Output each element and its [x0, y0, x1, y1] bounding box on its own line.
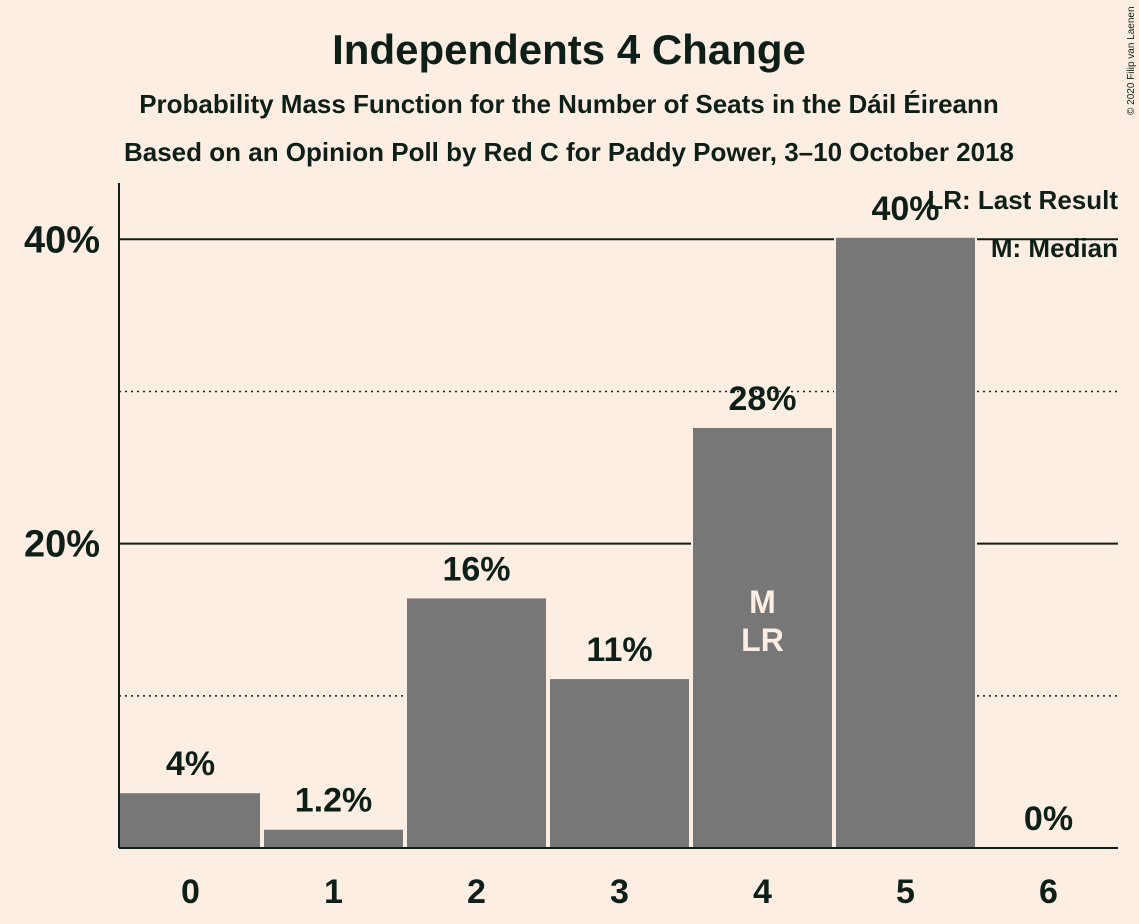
- x-tick-label-4: 4: [753, 873, 772, 911]
- bar-seat-5: [836, 237, 975, 849]
- copyright-note: © 2020 Filip van Laenen: [1126, 6, 1137, 115]
- bar-annotation-median: M: [749, 584, 776, 620]
- x-tick-label-2: 2: [467, 873, 486, 911]
- chart-subtitle-2: Based on an Opinion Poll by Red C for Pa…: [124, 137, 1014, 167]
- bar-seat-1: [264, 829, 403, 848]
- bars: [117, 237, 977, 849]
- data-label-seat-5: 40%: [871, 190, 939, 228]
- legend-last-result: LR: Last Result: [927, 185, 1118, 215]
- bar-seat-4: [693, 428, 832, 848]
- data-label-seat-4: 28%: [728, 380, 796, 418]
- chart-subtitle-1: Probability Mass Function for the Number…: [139, 89, 999, 119]
- y-tick-label-20: 20%: [24, 524, 100, 566]
- x-tick-label-3: 3: [610, 873, 629, 911]
- bar-annotation-last-result: LR: [741, 622, 784, 658]
- x-tick-label-1: 1: [324, 873, 343, 911]
- axes: 20% 40% 0 1 2 3 4 5 6: [24, 183, 1118, 911]
- x-tick-label-6: 6: [1039, 873, 1058, 911]
- x-tick-label-5: 5: [896, 873, 915, 911]
- y-tick-label-40: 40%: [24, 219, 100, 261]
- data-label-seat-6: 0%: [1024, 800, 1073, 838]
- data-label-seat-3: 11%: [586, 631, 652, 669]
- data-label-seat-2: 16%: [442, 550, 510, 588]
- x-tick-label-0: 0: [181, 873, 200, 911]
- data-label-seat-0: 4%: [166, 745, 215, 783]
- legend-median: M: Median: [991, 233, 1118, 263]
- data-label-seat-1: 1.2%: [295, 782, 373, 820]
- bar-seat-2: [407, 598, 546, 848]
- bar-seat-3: [550, 679, 689, 848]
- chart-title: Independents 4 Change: [332, 26, 806, 73]
- bar-seat-0: [119, 793, 260, 848]
- data-labels: 4% 1.2% 16% 11% 28% MLR 40% 0%: [166, 190, 1073, 838]
